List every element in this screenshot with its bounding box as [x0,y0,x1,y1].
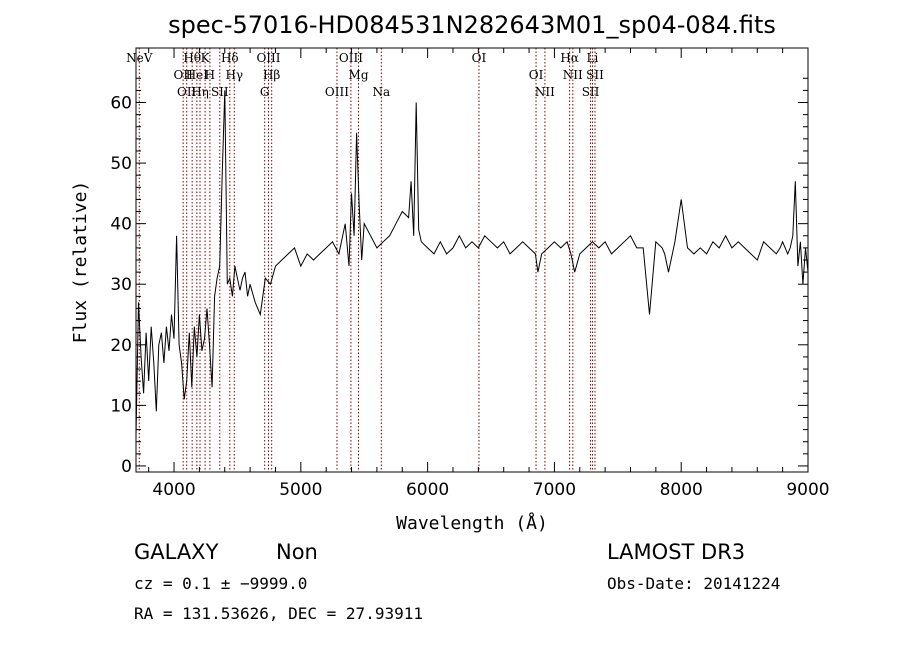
line-labels: NeV OII OII Hθ HeI Hη KH SII Hδ Hγ G OIII Hβ OIII OIII… [126,51,604,99]
redshift-readout: cz = 0.1 ± −9999.0 [134,574,307,593]
y-tick-label: 60 [110,94,132,114]
line-label: H [205,68,215,82]
line-label: OII [174,68,194,82]
line-label: Hβ [263,68,280,82]
obs-date: Obs-Date: 20141224 [607,574,780,593]
y-tick-label: 10 [110,396,132,416]
survey-name: LAMOST DR3 [607,540,745,564]
x-axis: 4000 5000 6000 7000 8000 9000 [148,48,830,500]
line-label: Hθ [183,51,201,65]
y-axis: 0 10 20 30 40 50 60 [110,77,808,477]
line-label: G [260,85,270,99]
line-label: Hδ [221,51,239,65]
line-label: OII [177,85,197,99]
x-tick-label: 9000 [786,480,829,500]
y-tick-label: 30 [110,275,132,295]
line-label: Hη [191,85,209,99]
plot-frame [135,47,809,473]
line-label: NII [535,85,555,99]
line-markers [138,48,596,472]
line-label: SII [586,68,604,82]
y-tick-label: 50 [110,154,132,174]
line-label: OIII [339,51,363,65]
line-label: SII [211,85,229,99]
line-label: Hα [560,51,579,65]
line-label: Na [373,85,391,99]
line-label: OI [472,51,487,65]
x-axis-label: Wavelength (Å) [396,512,548,534]
x-tick-label: 4000 [152,480,195,500]
chart-title: spec-57016-HD084531N282643M01_sp04-084.f… [168,11,776,39]
x-tick-label: 8000 [660,480,703,500]
spectrum-line [135,90,809,436]
line-label: OI [529,68,544,82]
line-label: SII [582,85,600,99]
line-label: OIII [256,51,280,65]
line-label: HeI [186,68,209,82]
line-label: OIII [325,85,349,99]
y-tick-label: 20 [110,336,132,356]
y-axis-label: Flux (relative) [70,181,91,344]
x-tick-label: 6000 [406,480,449,500]
line-label: Mg [349,68,369,82]
line-label: Hγ [225,68,243,82]
y-tick-label: 0 [121,457,132,477]
coordinates: RA = 131.53626, DEC = 27.93911 [134,604,423,623]
line-label: K [201,51,211,65]
x-tick-label: 7000 [533,480,576,500]
line-label: Li [587,51,599,65]
object-class: GALAXY [134,540,219,564]
x-tick-label: 5000 [279,480,322,500]
line-label: NII [563,68,583,82]
y-tick-label: 40 [110,215,132,235]
line-label: NeV [126,51,153,65]
object-subclass: Non [276,540,318,564]
